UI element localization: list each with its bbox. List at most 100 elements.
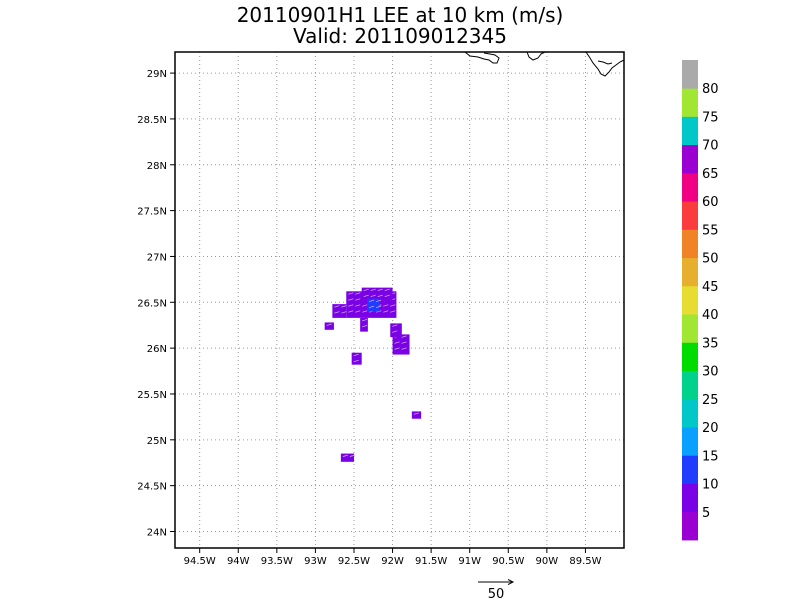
wind-vector [390,310,396,313]
colorbar-swatch [682,342,698,371]
coastline-central [526,51,546,61]
colorbar-swatch [682,144,698,174]
wind-patch [360,317,368,332]
wind-vector [355,292,361,295]
colorbar-label: 55 [702,223,719,238]
wind-vector [413,412,419,415]
wind-vector [377,288,383,292]
wind-vector [362,324,368,328]
title-line-2: Valid: 201109012345 [293,24,507,48]
y-tick-label: 27N [147,252,167,263]
colorbar-label: 80 [702,82,719,97]
wind-vector [353,353,359,357]
colorbar-label: 40 [702,308,719,323]
map-background [175,52,624,548]
wind-patch [340,453,355,462]
wind-vector [392,324,398,327]
colorbar-label: 65 [702,167,719,182]
colorbar-label: 70 [702,139,719,154]
axis-tick-labels: 94.5W 94W 93.5W 93W 92.5W 92W 91.5W 91W 90.5W 90W… [137,69,601,567]
wind-vector [384,288,390,292]
reference-vector: 50 [478,579,515,600]
y-tick-label: 26.5N [137,298,167,309]
wind-vector [363,288,369,292]
wind-speed-fill [340,453,354,462]
wind-vector [401,347,407,350]
wind-vector [383,310,389,313]
colorbar-swatch [682,483,698,513]
wind-vector [355,310,361,313]
colorbar-label: 5 [702,506,710,521]
x-tick-label: 90W [536,556,559,567]
colorbar: 5 10 15 20 25 30 35 40 45 50 55 60 65 70 75 80 [682,60,719,541]
colorbar-label: 45 [702,280,719,295]
y-tick-label: 24N [147,527,167,538]
wind-patch [392,334,410,355]
colorbar-swatch [682,427,698,456]
colorbar-label: 20 [702,421,719,436]
y-tick-label: 25N [147,436,167,447]
wind-vector [376,310,382,313]
wind-vector [355,298,361,301]
wind-vector [370,294,376,298]
y-tick-label: 28N [147,161,167,172]
wind-vector [383,304,389,307]
map-panel: 94.5W 94W 93.5W 93W 92.5W 92W 91.5W 91W 90.5W 90W… [137,51,625,567]
y-tick-label: 24.5N [137,482,167,493]
x-tick-label: 93W [304,556,327,567]
reference-vector-label: 50 [488,587,505,600]
wind-vector [375,299,382,303]
colorbar-swatch [682,511,698,541]
colorbar-swatch [682,229,698,259]
x-tick-label: 91W [458,556,481,567]
x-tick-label: 91.5W [415,556,447,567]
colorbar-label: 35 [702,336,719,351]
colorbar-label: 15 [702,449,719,464]
colorbar-swatch [682,314,698,343]
reference-vector-arrowhead [507,579,515,585]
colorbar-swatch [682,172,698,202]
colorbar-swatch [682,60,698,89]
colorbar-swatch [682,285,698,315]
wind-vector [368,305,375,309]
wind-vector [334,311,340,314]
colorbar-swatch [682,88,698,117]
colorbar-label: 25 [702,393,719,408]
wind-vector [362,304,368,307]
wind-vector [394,341,400,344]
colorbar-swatch [682,201,698,230]
colorbar-label: 75 [702,110,719,125]
coastline-inlet [597,60,613,65]
colorbar-label: 30 [702,365,719,380]
colorbar-swatch [682,455,698,484]
colorbar-label: 60 [702,195,719,210]
wind-vector [353,359,359,363]
wind-patch [367,298,382,312]
wind-speed-fill [332,304,347,318]
colorbar-swatch [682,116,698,146]
y-tick-label: 27.5N [137,207,167,218]
x-tick-label: 92W [381,556,404,567]
x-tick-label: 90.5W [492,556,524,567]
wind-speed-fill [390,323,402,338]
coastline-west [464,51,500,64]
wind-speed-field [324,287,422,462]
wind-patch [351,352,362,365]
x-tick-label: 89.5W [569,556,601,567]
wind-vector [394,347,400,350]
x-tick-label: 92.5W [338,556,370,567]
wind-speed-fill [360,317,368,332]
wind-speed-fill [411,411,422,419]
wind-vector [348,298,354,301]
y-tick-label: 28.5N [137,115,167,126]
wind-vector [390,304,396,307]
wind-patch [361,287,393,301]
wind-vector [362,318,368,322]
wind-speed-fill [351,352,362,365]
wind-vector [341,305,347,308]
wind-vector [342,454,348,457]
wind-vector [348,304,354,307]
wind-patch [411,411,422,419]
title-line-1: 20110901H1 LEE at 10 km (m/s) [237,3,564,27]
wind-vector [377,294,383,298]
